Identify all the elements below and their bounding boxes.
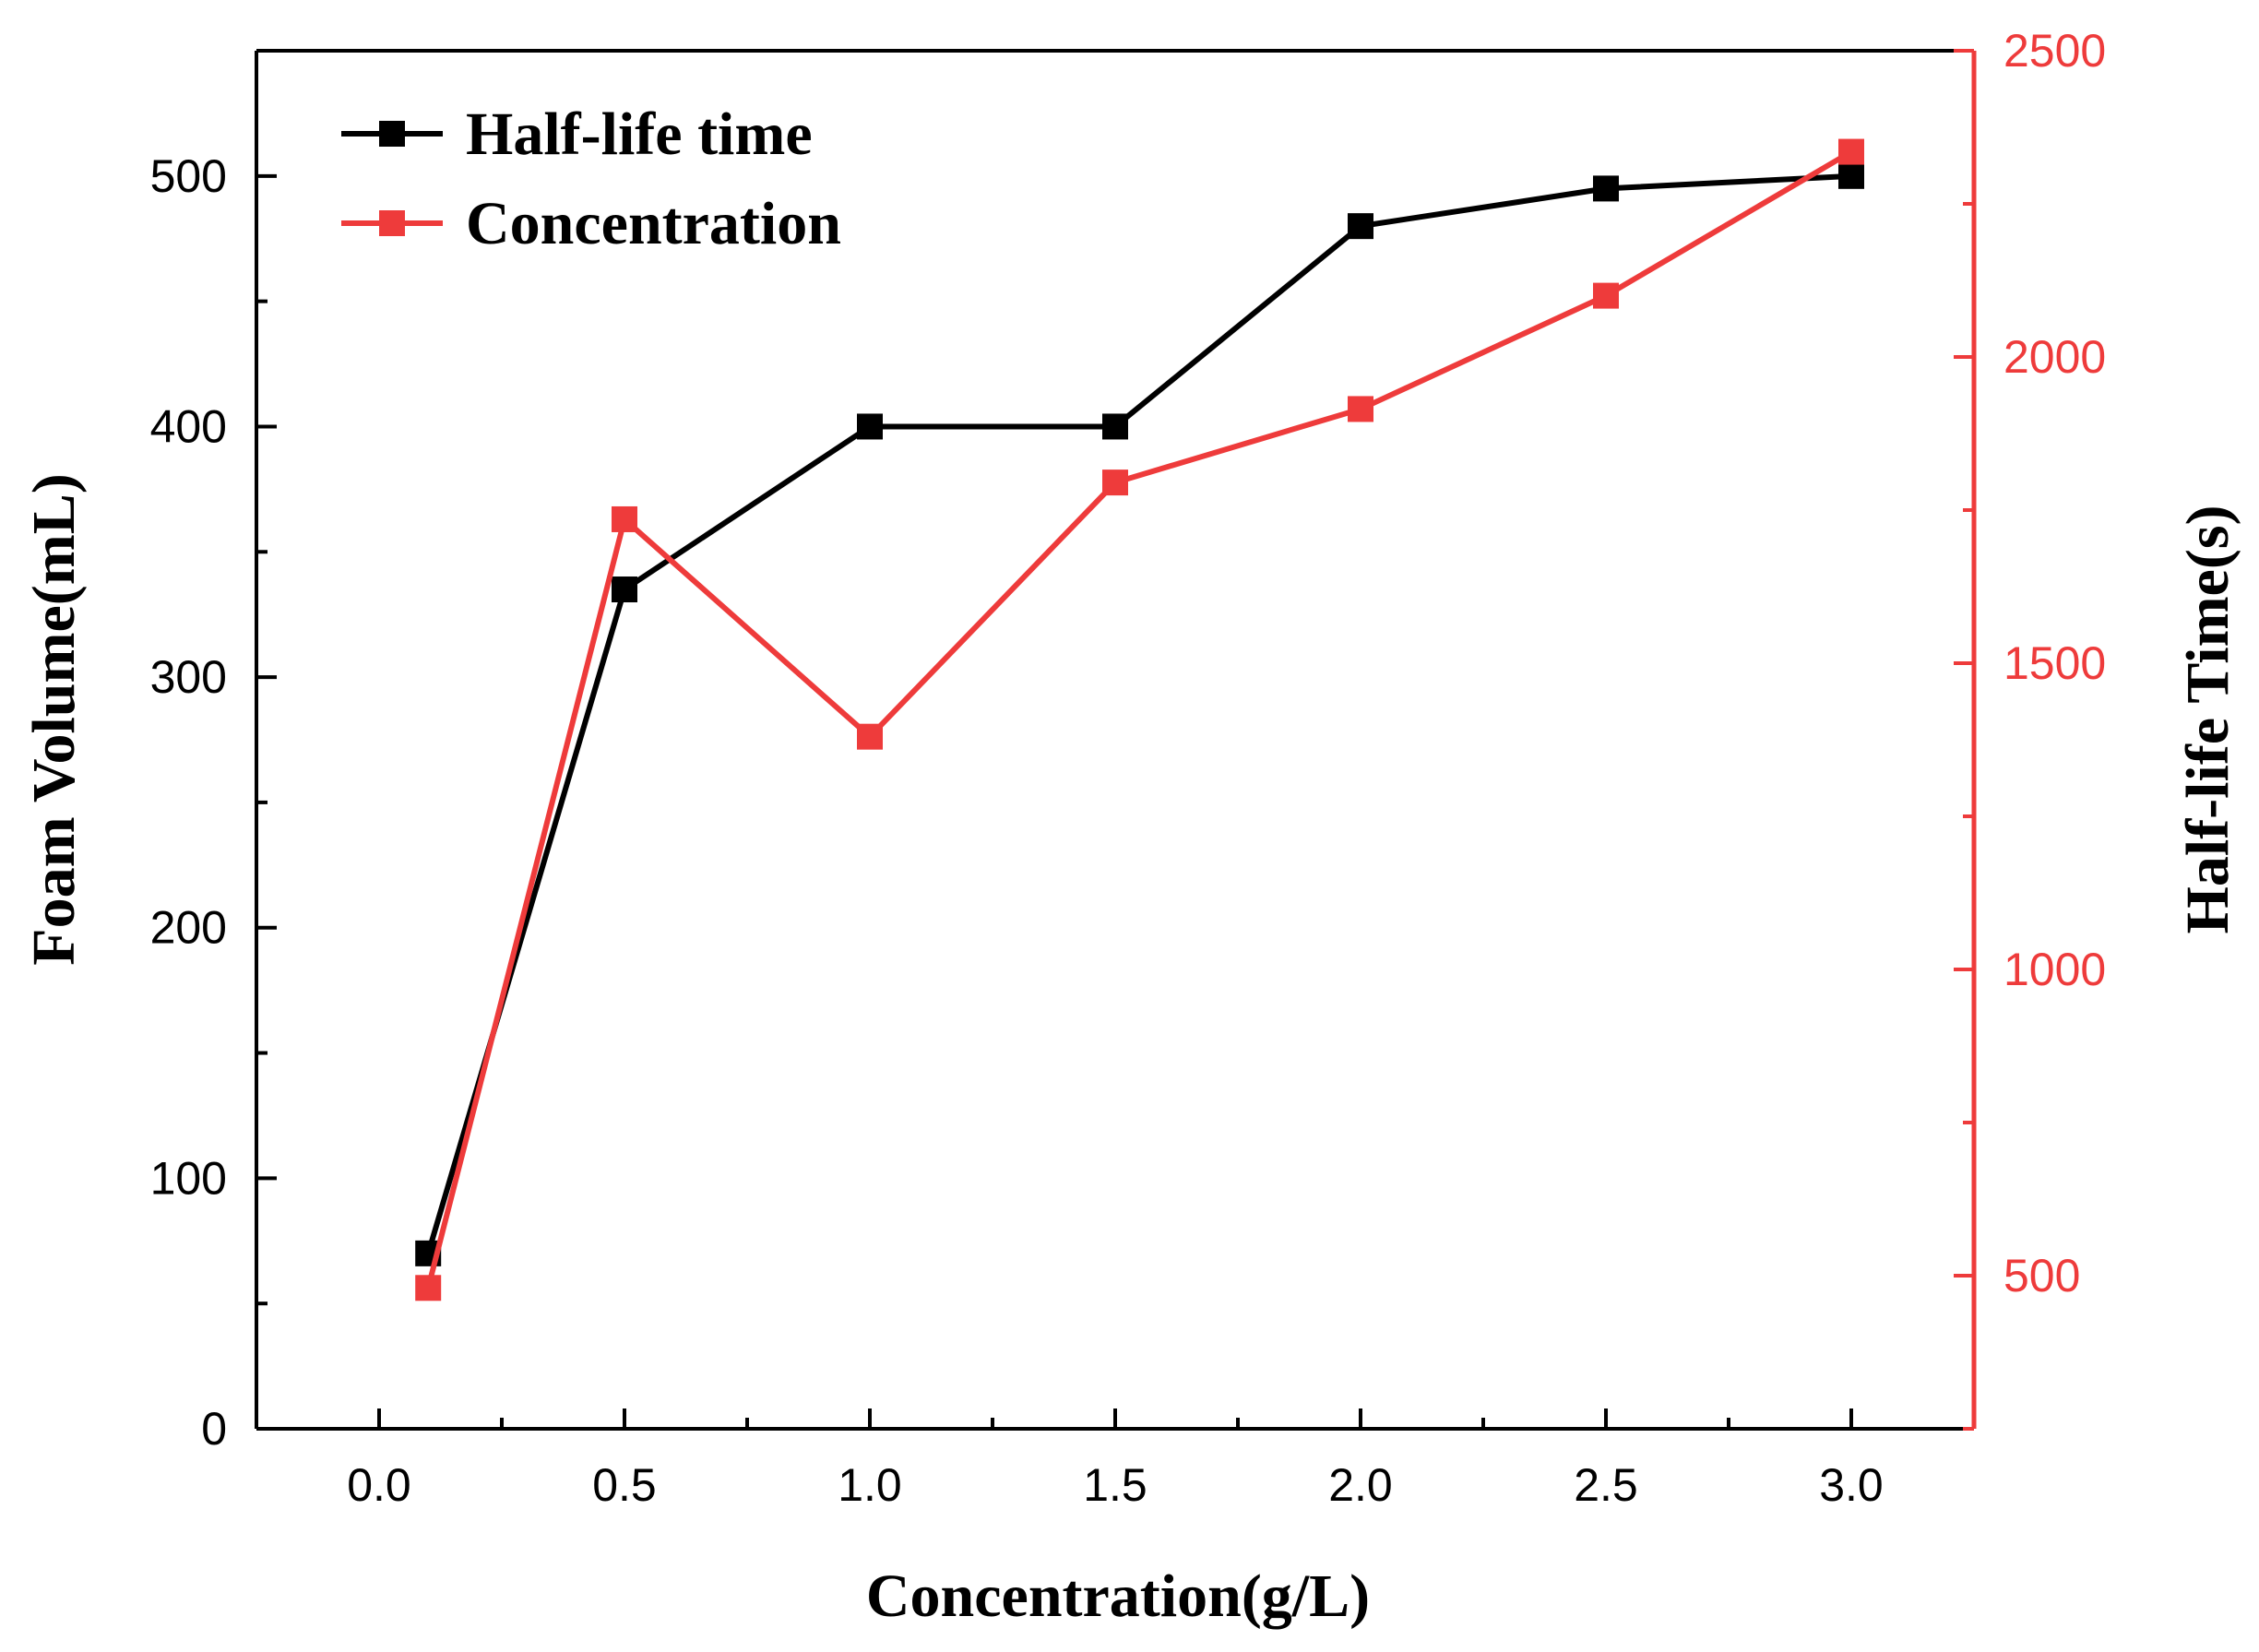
x-axis-title: Concentration(g/L) [866, 1563, 1370, 1630]
data-point-concentration [1348, 396, 1373, 422]
x-tick-label: 2.5 [1574, 1459, 1638, 1511]
y-tick-label: 100 [150, 1152, 227, 1204]
y-axis-title: Foam Volume(mL) [20, 473, 88, 965]
data-point-concentration [1102, 469, 1128, 496]
y2-tick-label: 2000 [2003, 331, 2106, 383]
data-point-concentration [857, 723, 883, 750]
x-tick-label: 1.5 [1083, 1459, 1147, 1511]
y2-tick-label: 2500 [2003, 25, 2106, 77]
legend-marker [379, 210, 405, 236]
x-tick-label: 0.0 [347, 1459, 411, 1511]
series-layer [415, 138, 1864, 1301]
data-point-half-life-time [1838, 162, 1864, 189]
legend: Half-life time Concentration [341, 101, 841, 257]
series-line-half-life-time [425, 172, 1852, 1254]
y-tick-label: 400 [150, 400, 227, 452]
y2-tick-label: 1500 [2003, 637, 2106, 689]
x-tick-label: 2.0 [1328, 1459, 1393, 1511]
data-point-half-life-time [612, 576, 637, 603]
axes: 0.0 0.5 1.0 1.5 2.0 2.5 3.0 0 100 200 300 400 500 500… [150, 25, 2107, 1511]
x-tick-label: 3.0 [1819, 1459, 1884, 1511]
y2-tick-label: 500 [2003, 1250, 2080, 1301]
y-tick-label: 0 [201, 1403, 227, 1455]
y-tick-label: 500 [150, 150, 227, 202]
data-point-concentration [415, 1275, 442, 1301]
data-point-concentration [1593, 282, 1619, 309]
data-point-half-life-time [1593, 175, 1619, 202]
legend-label: Concentration [466, 190, 841, 257]
data-point-half-life-time [1348, 213, 1373, 240]
x-tick-label: 1.0 [838, 1459, 902, 1511]
y-tick-label: 200 [150, 902, 227, 954]
data-point-half-life-time [1102, 413, 1128, 440]
legend-marker [379, 121, 405, 147]
data-point-concentration [612, 505, 637, 532]
data-point-half-life-time [857, 413, 883, 440]
series-line-concentration [425, 149, 1853, 1290]
data-point-concentration [1838, 138, 1864, 165]
x-tick-label: 0.5 [592, 1459, 657, 1511]
y2-tick-label: 1000 [2003, 944, 2106, 995]
y2-axis-title: Half-life Time(s) [2174, 505, 2241, 934]
legend-label: Half-life time [466, 101, 813, 168]
y-tick-label: 300 [150, 651, 227, 703]
